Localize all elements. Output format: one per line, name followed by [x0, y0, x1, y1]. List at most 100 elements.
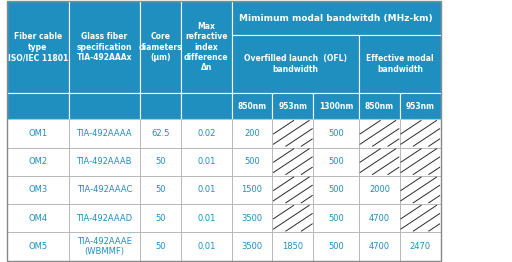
Text: 2470: 2470 [410, 242, 431, 251]
Bar [181, 204, 232, 232]
Bar [272, 93, 313, 119]
Text: OM1: OM1 [29, 129, 48, 138]
Bar [232, 119, 272, 148]
Text: 500: 500 [328, 214, 344, 223]
Bar [272, 176, 313, 204]
Text: 500: 500 [328, 129, 344, 138]
Text: 50: 50 [155, 157, 165, 166]
Bar [8, 1, 69, 93]
Text: 0.02: 0.02 [197, 129, 216, 138]
Bar [232, 176, 272, 204]
Text: Mimimum modal bandwitdh (MHz-km): Mimimum modal bandwitdh (MHz-km) [239, 14, 433, 23]
Bar [8, 232, 69, 261]
Text: TIA-492AAAB: TIA-492AAAB [76, 157, 132, 166]
Bar [69, 93, 140, 119]
Text: 1300nm: 1300nm [319, 102, 353, 111]
Bar [313, 176, 359, 204]
Text: 50: 50 [155, 242, 165, 251]
Text: 50: 50 [155, 185, 165, 194]
Text: 953nm: 953nm [406, 102, 435, 111]
Text: TIA-492AAAC: TIA-492AAAC [77, 185, 132, 194]
Bar [181, 119, 232, 148]
Text: OM3: OM3 [28, 185, 48, 194]
Bar [140, 93, 181, 119]
Bar [272, 232, 313, 261]
Bar [232, 204, 272, 232]
Bar [140, 232, 181, 261]
Bar [272, 204, 313, 232]
Bar [140, 204, 181, 232]
Text: 850nm: 850nm [238, 102, 267, 111]
Text: Overfilled launch  (OFL)
bandwidth: Overfilled launch (OFL) bandwidth [244, 54, 347, 74]
Bar [313, 232, 359, 261]
Bar [400, 148, 441, 176]
Text: 0.01: 0.01 [197, 185, 216, 194]
Bar [359, 93, 400, 119]
Text: 0.01: 0.01 [197, 214, 216, 223]
Text: 500: 500 [328, 242, 344, 251]
Text: TIA-492AAAA: TIA-492AAAA [76, 129, 132, 138]
Text: 3500: 3500 [242, 214, 263, 223]
Bar [400, 93, 441, 119]
Text: 953nm: 953nm [279, 102, 307, 111]
Bar [400, 119, 441, 148]
Text: Effective modal
bandwidth: Effective modal bandwidth [366, 54, 434, 74]
Bar [140, 176, 181, 204]
Text: 200: 200 [244, 129, 260, 138]
Bar [8, 204, 69, 232]
Text: 850nm: 850nm [365, 102, 394, 111]
Text: 1850: 1850 [282, 242, 304, 251]
Bar [232, 1, 441, 35]
Text: Glass fiber
specification
TIA-492AAAx: Glass fiber specification TIA-492AAAx [76, 32, 132, 62]
Text: 4700: 4700 [369, 242, 390, 251]
Text: Max
refractive
index
difference
Δn: Max refractive index difference Δn [184, 22, 228, 73]
Bar [400, 176, 441, 204]
Bar [8, 148, 69, 176]
Bar [181, 1, 232, 93]
Bar [313, 148, 359, 176]
Bar [140, 119, 181, 148]
Bar [8, 119, 69, 148]
Bar [359, 119, 400, 148]
Bar [359, 204, 400, 232]
Bar [359, 176, 400, 204]
Text: 4700: 4700 [369, 214, 390, 223]
Bar [232, 93, 272, 119]
Bar [313, 119, 359, 148]
Text: TIA-492AAAE
(WBMMF): TIA-492AAAE (WBMMF) [77, 237, 132, 256]
Bar [69, 204, 140, 232]
Bar [359, 232, 400, 261]
Text: 2000: 2000 [369, 185, 390, 194]
Bar [313, 204, 359, 232]
Text: TIA-492AAAD: TIA-492AAAD [76, 214, 132, 223]
Bar [359, 35, 441, 93]
Text: OM4: OM4 [29, 214, 48, 223]
Bar [140, 1, 181, 93]
Bar [69, 176, 140, 204]
Bar [232, 35, 359, 93]
Bar [400, 204, 441, 232]
Bar [69, 148, 140, 176]
Text: OM5: OM5 [29, 242, 48, 251]
Bar [8, 1, 441, 261]
Bar [69, 119, 140, 148]
Bar [313, 93, 359, 119]
Text: 0.01: 0.01 [197, 157, 216, 166]
Bar [181, 176, 232, 204]
Bar [8, 176, 69, 204]
Text: 0.01: 0.01 [197, 242, 216, 251]
Bar [69, 1, 140, 93]
Text: Fiber cable
type
ISO/IEC 11801: Fiber cable type ISO/IEC 11801 [8, 32, 68, 62]
Text: 62.5: 62.5 [151, 129, 169, 138]
Text: 500: 500 [328, 185, 344, 194]
Bar [272, 119, 313, 148]
Bar [69, 232, 140, 261]
Text: 50: 50 [155, 214, 165, 223]
Text: 1500: 1500 [242, 185, 263, 194]
Bar [272, 148, 313, 176]
Bar [181, 232, 232, 261]
Bar [140, 148, 181, 176]
Bar [8, 93, 69, 119]
Text: 3500: 3500 [242, 242, 263, 251]
Text: 500: 500 [328, 157, 344, 166]
